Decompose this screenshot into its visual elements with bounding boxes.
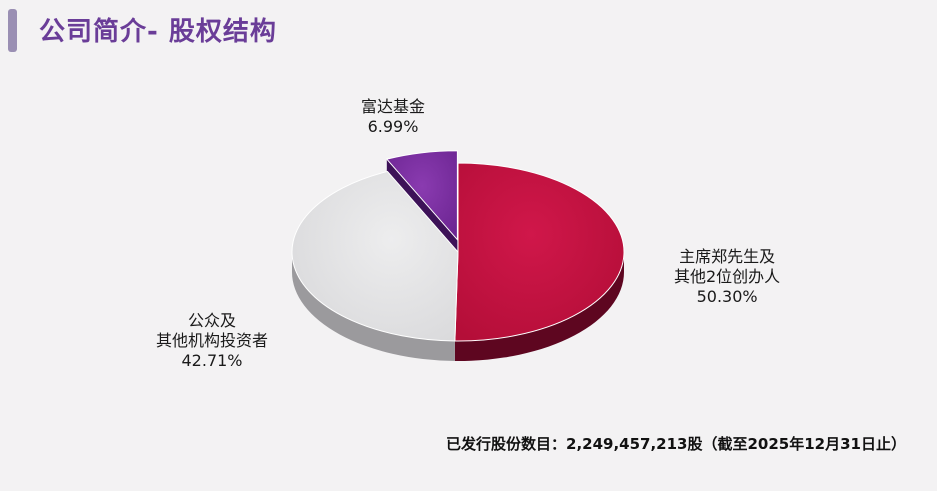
slice-label-founders: 主席郑先生及 其他2位创办人 50.30% xyxy=(674,247,780,307)
slice-label-line: 其他机构投资者 xyxy=(156,331,269,350)
pie-slice-founders-side xyxy=(454,252,624,361)
slice-label-line: 富达基金 xyxy=(361,97,426,116)
slice-label-line: 主席郑先生及 xyxy=(679,247,776,266)
pie-slice-fidelity xyxy=(385,150,458,242)
pie-slice-public-side xyxy=(292,252,455,361)
slice-label-line: 公众及 xyxy=(188,311,237,330)
title-accent-bar xyxy=(8,9,17,52)
slice-value: 6.99% xyxy=(367,117,419,136)
pie-slice-founders xyxy=(454,162,625,342)
slice-value: 50.30% xyxy=(696,287,758,306)
slice-value: 42.71% xyxy=(181,351,243,370)
shares-outstanding-note: 已发行股份数目：2,249,457,213股（截至2025年12月31日止） xyxy=(446,435,906,453)
slice-label-line: 其他2位创办人 xyxy=(674,267,781,286)
pie-slice-public xyxy=(291,170,459,342)
slice-label-public: 公众及 其他机构投资者 42.71% xyxy=(156,311,268,371)
slice-label-fidelity: 富达基金 6.99% xyxy=(361,97,425,137)
page-title: 公司简介- 股权结构 xyxy=(39,17,277,47)
